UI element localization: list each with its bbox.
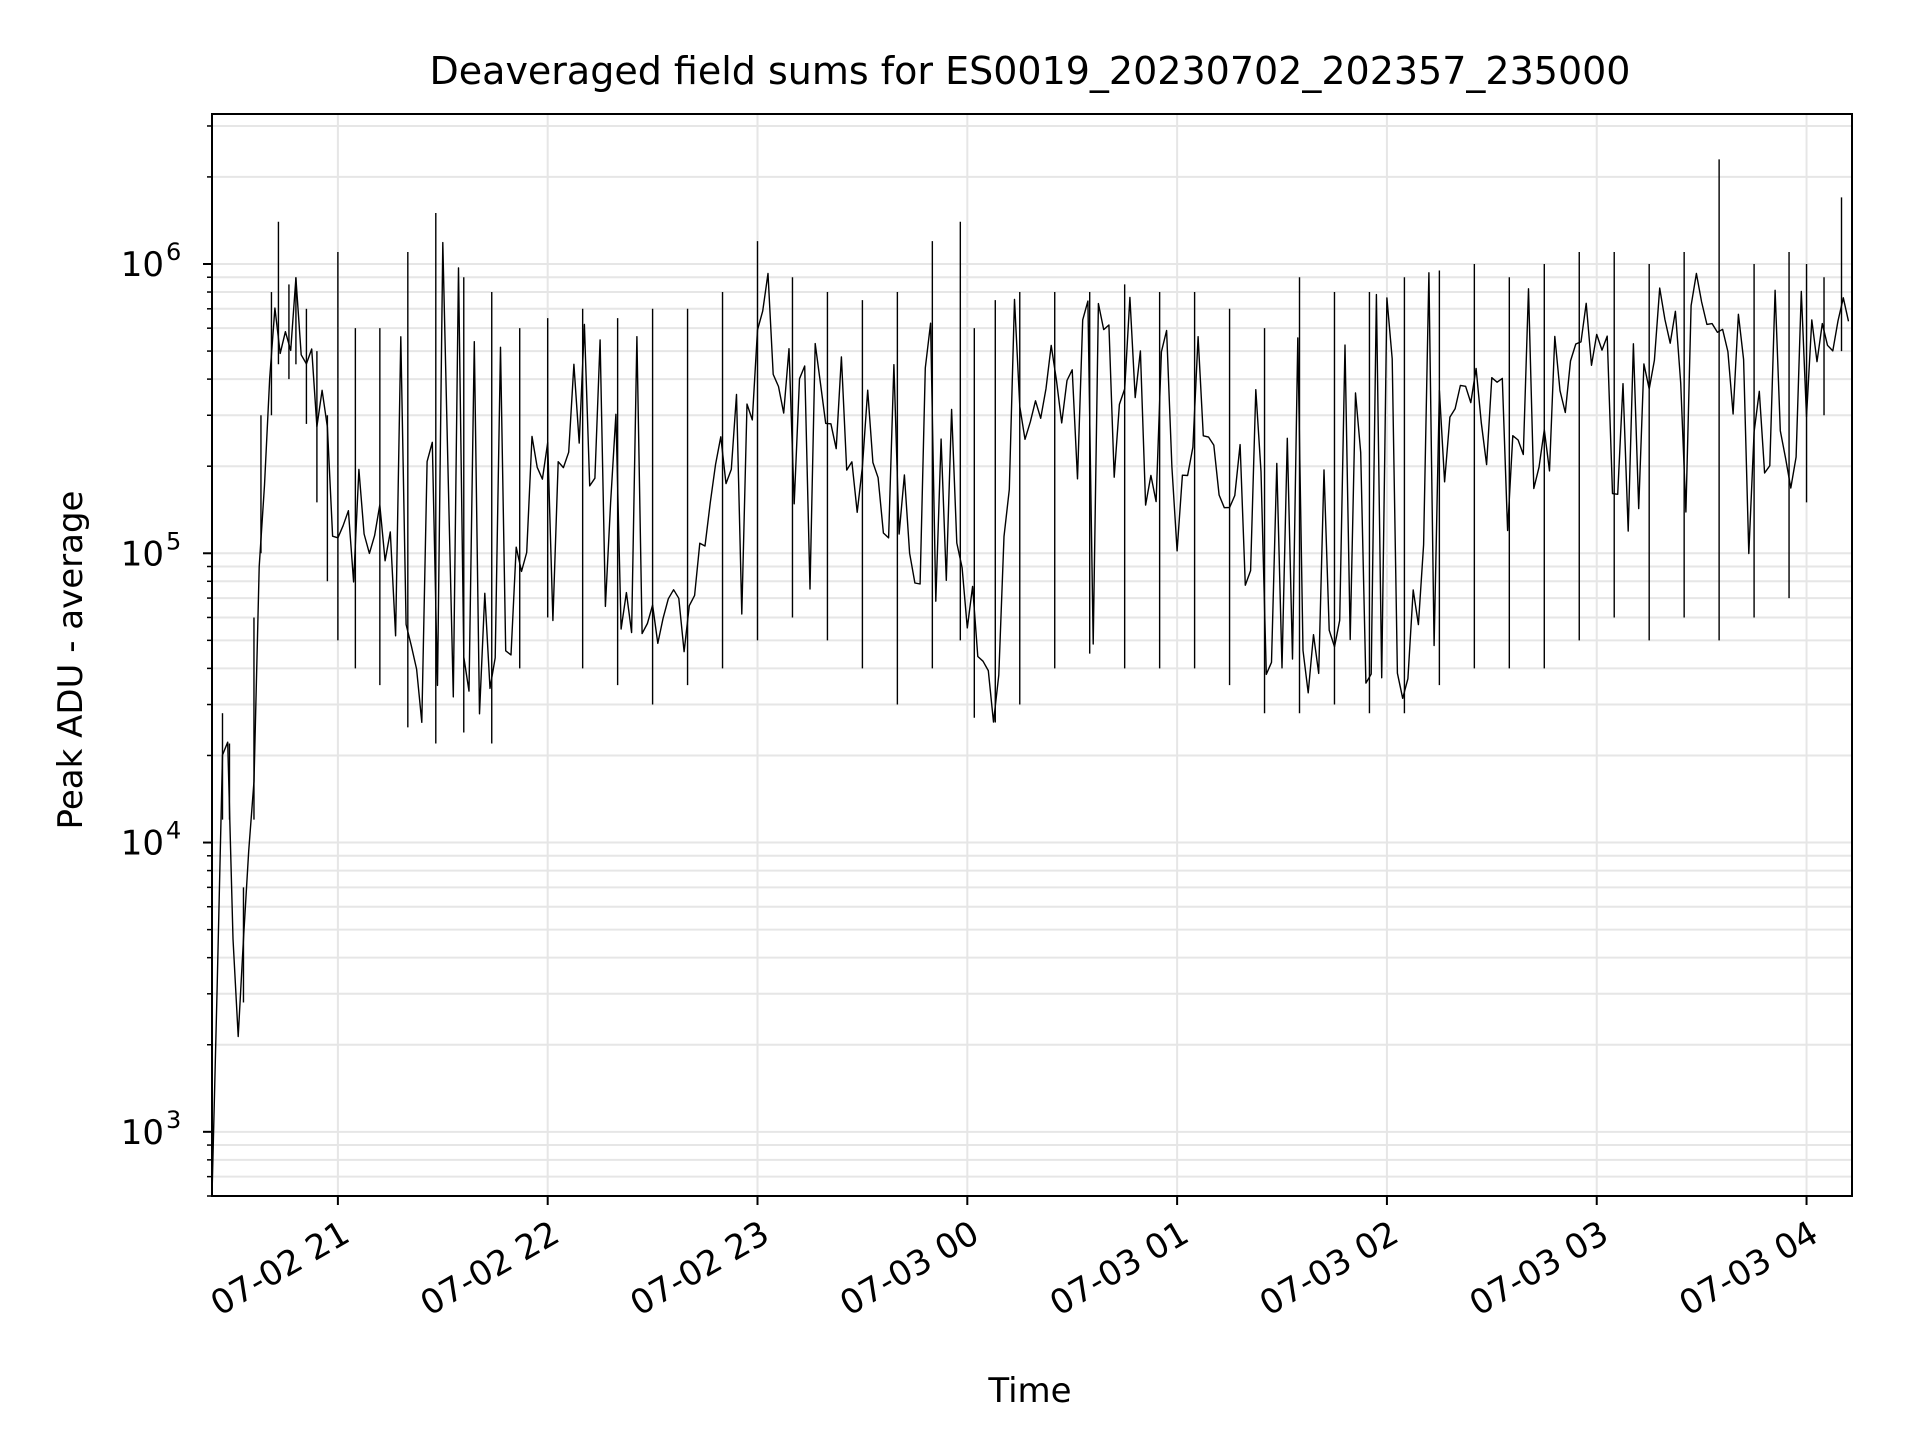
y-tick-label: 10 xyxy=(121,824,164,864)
y-tick-exponent: 4 xyxy=(166,817,181,845)
chart-title: Deaveraged field sums for ES0019_2023070… xyxy=(430,49,1631,93)
data-layer xyxy=(212,159,1852,1196)
y-tick-label: 10 xyxy=(121,245,164,285)
y-tick-label: 10 xyxy=(121,534,164,574)
y-tick-exponent: 3 xyxy=(166,1106,181,1134)
y-axis-label: Peak ADU - average xyxy=(51,491,91,830)
x-axis-label: Time xyxy=(987,1371,1071,1411)
series-line xyxy=(212,241,1850,1196)
y-tick-exponent: 5 xyxy=(166,527,181,555)
y-tick-exponent: 6 xyxy=(166,238,181,266)
plot-frame xyxy=(211,113,1853,1197)
y-tick-label: 10 xyxy=(121,1113,164,1153)
